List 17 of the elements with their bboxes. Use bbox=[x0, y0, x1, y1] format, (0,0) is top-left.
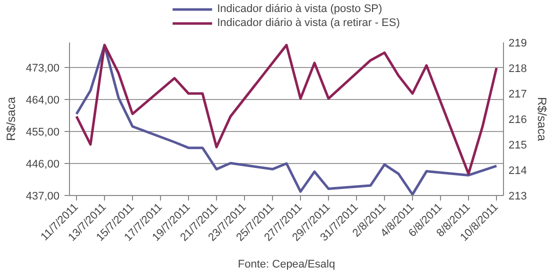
y2-tick-label: 216 bbox=[508, 114, 527, 126]
legend-label: Indicador diário à vista (a retirar - ES) bbox=[217, 16, 400, 30]
y2-tick-label: 213 bbox=[508, 190, 527, 202]
y-tick-label: 455,00 bbox=[26, 126, 60, 138]
legend-label: Indicador diário à vista (posto SP) bbox=[217, 2, 382, 16]
y2-tick-label: 218 bbox=[508, 63, 527, 75]
y2-tick-label: 214 bbox=[508, 165, 527, 177]
y-axis-title: R$/saca bbox=[4, 96, 18, 142]
y2-tick-label: 215 bbox=[508, 140, 527, 152]
y2-tick-label: 219 bbox=[508, 38, 527, 50]
y-tick-label: 464,00 bbox=[26, 94, 60, 106]
y-tick-label: 473,00 bbox=[26, 62, 60, 74]
y-tick-label: 437,00 bbox=[26, 190, 60, 202]
y2-tick-label: 217 bbox=[508, 88, 527, 100]
source-note: Fonte: Cepea/Esalq bbox=[238, 258, 336, 270]
y2-axis-title: R$/saca bbox=[534, 96, 549, 142]
y-tick-label: 446,00 bbox=[26, 158, 60, 170]
